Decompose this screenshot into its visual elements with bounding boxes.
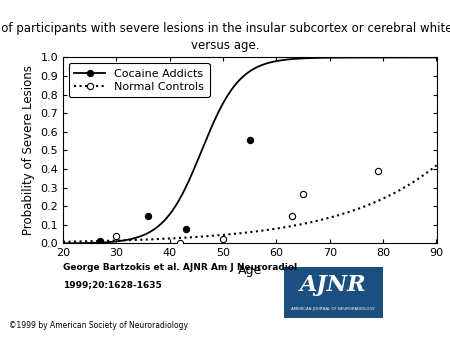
Text: George Bartzokis et al. AJNR Am J Neuroradiol: George Bartzokis et al. AJNR Am J Neuror… [63,263,297,272]
Y-axis label: Probability of Severe Lesions: Probability of Severe Lesions [22,66,35,235]
Text: ©1999 by American Society of Neuroradiology: ©1999 by American Society of Neuroradiol… [9,320,188,330]
Text: Percent of participants with severe lesions in the insular subcortex or cerebral: Percent of participants with severe lesi… [0,22,450,52]
Text: AJNR: AJNR [300,274,366,296]
Legend: Cocaine Addicts, Normal Controls: Cocaine Addicts, Normal Controls [68,63,210,97]
Text: AMERICAN JOURNAL OF NEURORADIOLOGY: AMERICAN JOURNAL OF NEURORADIOLOGY [291,307,375,311]
X-axis label: Age: Age [238,264,262,277]
Text: 1999;20:1628-1635: 1999;20:1628-1635 [63,280,162,289]
